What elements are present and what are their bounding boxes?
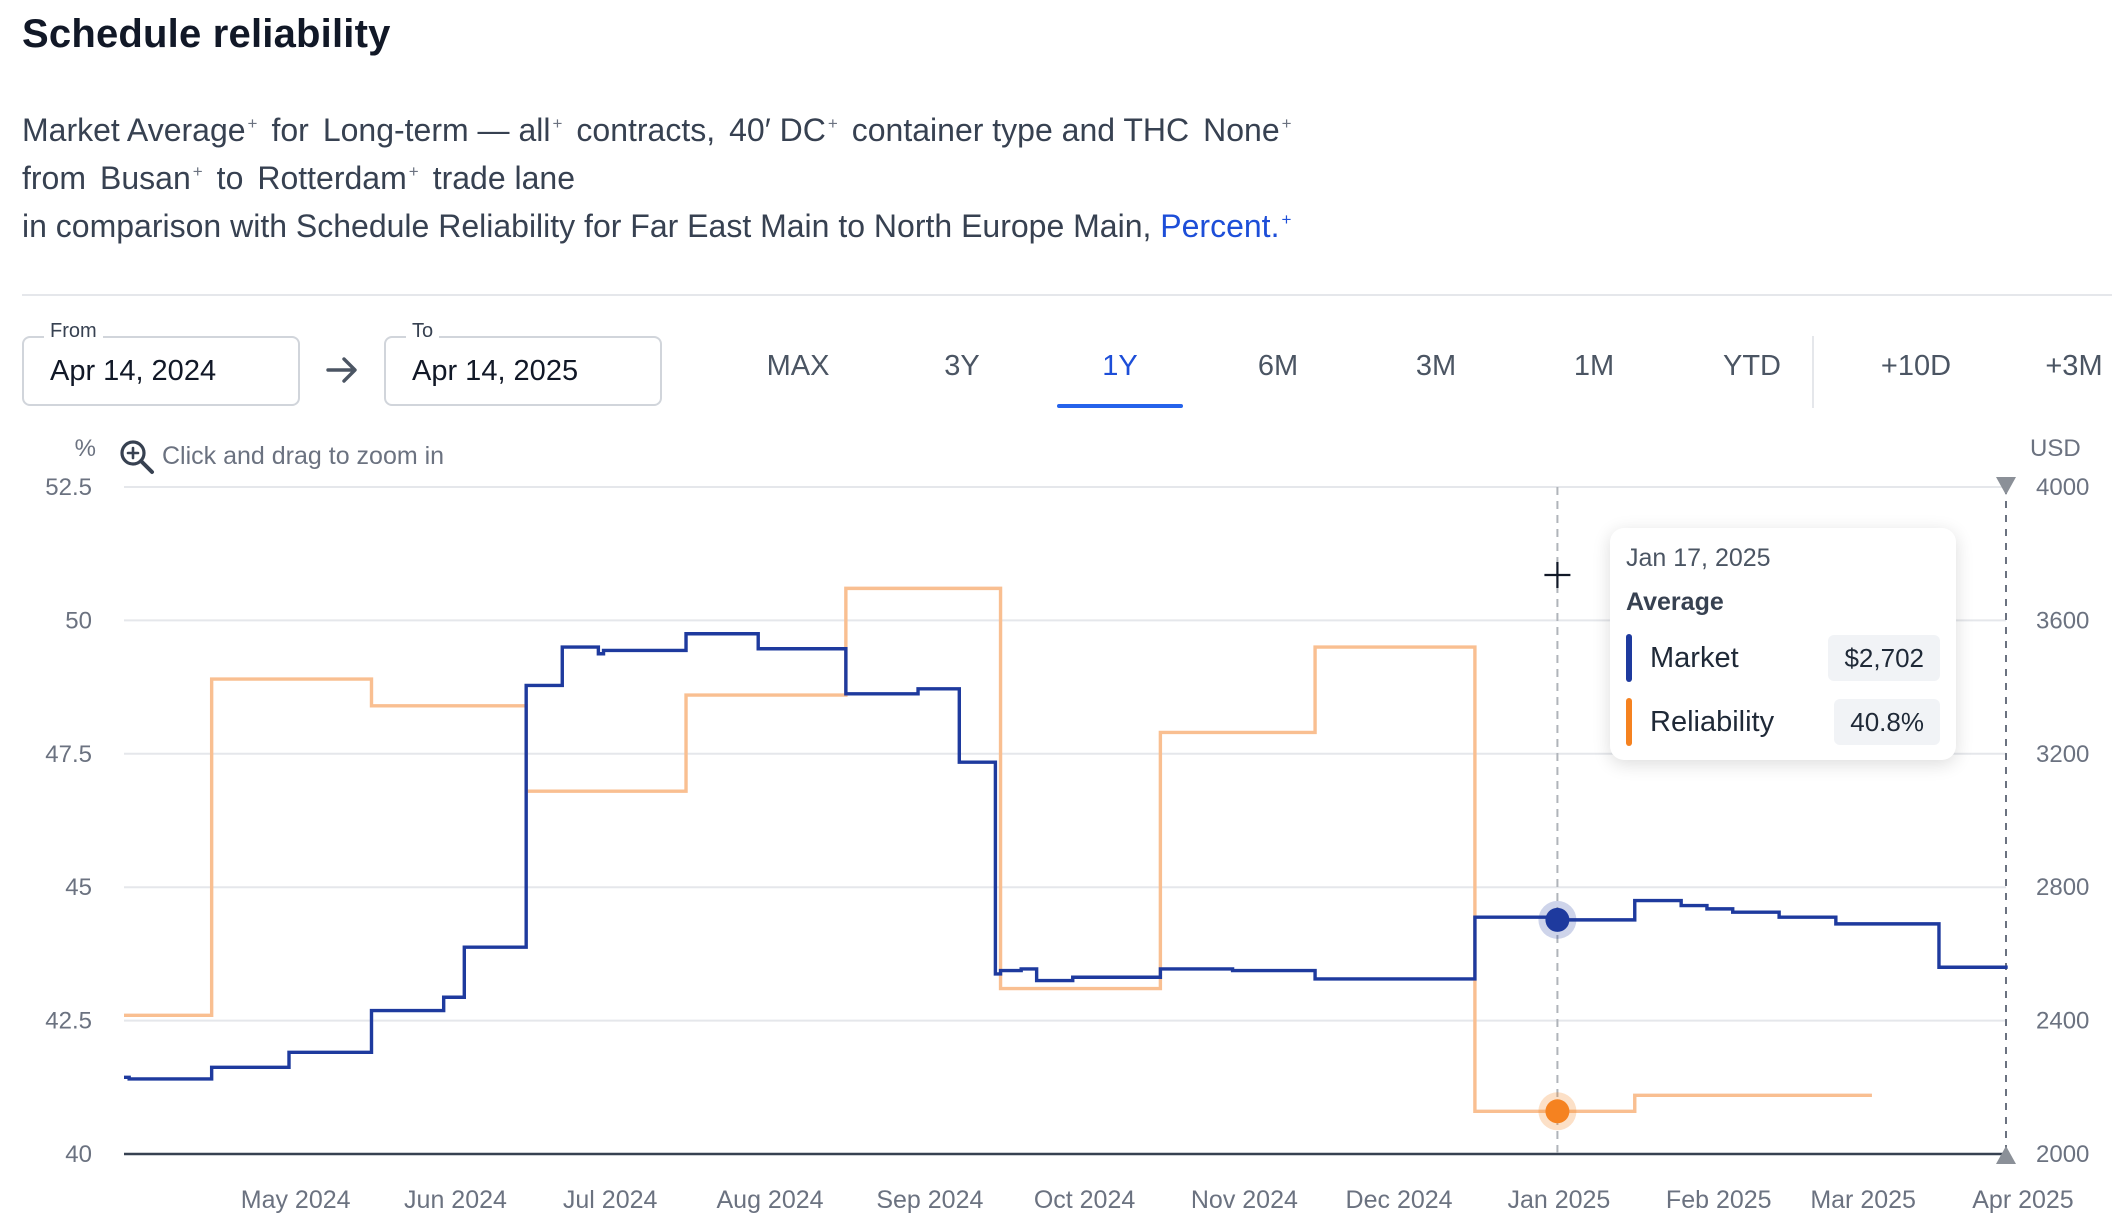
description-segment: container type and THC xyxy=(851,112,1190,148)
from-date-field[interactable]: From Apr 14, 2024 xyxy=(22,320,300,406)
description-segment[interactable]: Busan + xyxy=(100,160,203,196)
x-tick-label: Feb 2025 xyxy=(1666,1186,1772,1214)
y-right-unit-label: USD xyxy=(2030,435,2081,462)
x-tick-label: Jan 2025 xyxy=(1507,1186,1610,1214)
y-left-tick-label: 42.5 xyxy=(45,1008,92,1035)
range-separator xyxy=(1812,336,1814,408)
description-segment: contracts, xyxy=(576,112,716,148)
description-segment: trade lane xyxy=(432,160,576,196)
from-date-label: From xyxy=(44,320,103,343)
description-segment[interactable]: 40′ DC + xyxy=(729,112,838,148)
x-tick-label: Dec 2024 xyxy=(1346,1186,1453,1214)
market-color-swatch xyxy=(1626,634,1632,682)
zoom-in-icon xyxy=(120,440,154,474)
description-segment[interactable]: None + xyxy=(1203,112,1292,148)
unit-selector-link[interactable]: Percent. + xyxy=(1160,208,1292,244)
x-tick-label: Jun 2024 xyxy=(404,1186,507,1214)
range-button-1y[interactable]: 1Y xyxy=(1102,350,1138,382)
zoom-hint: Click and drag to zoom in xyxy=(162,442,445,470)
description-segment[interactable]: Rotterdam + xyxy=(257,160,419,196)
tooltip-row-market: Market $2,702 xyxy=(1626,634,1940,682)
range-button-3y[interactable]: 3Y xyxy=(944,350,980,382)
x-tick-label: Apr 2025 xyxy=(1972,1186,2073,1214)
y-right-tick-label: 2400 xyxy=(2036,1008,2089,1035)
x-tick-label: Sep 2024 xyxy=(876,1186,983,1214)
range-button-6m[interactable]: 6M xyxy=(1257,350,1299,382)
x-tick-label: May 2024 xyxy=(241,1186,351,1214)
tooltip-series-value: 40.8% xyxy=(1834,699,1940,745)
description-segment: for xyxy=(271,112,309,148)
active-range-underline xyxy=(1057,404,1183,408)
y-right-tick-label: 2800 xyxy=(2036,874,2089,901)
market-hover-point xyxy=(1545,907,1570,932)
description-segment[interactable]: Long-term — all + xyxy=(322,112,563,148)
to-date-label: To xyxy=(406,320,440,343)
y-right-tick-label: 3200 xyxy=(2036,741,2089,768)
reliability-color-swatch xyxy=(1626,698,1632,746)
y-right-tick-label: 4000 xyxy=(2036,474,2089,501)
x-tick-label: Oct 2024 xyxy=(1034,1186,1136,1214)
range-button-3m[interactable]: 3M xyxy=(1415,350,1457,382)
hover-tooltip: Jan 17, 2025 Average Market $2,702 Relia… xyxy=(1610,528,1956,760)
market-series-line xyxy=(124,632,2008,1081)
tooltip-heading: Average xyxy=(1626,588,1724,616)
reliability-series-line xyxy=(124,586,1872,1114)
triangle-marker-icon xyxy=(1996,477,2016,495)
from-date-value[interactable]: Apr 14, 2024 xyxy=(50,355,217,387)
reliability-hover-point xyxy=(1545,1099,1570,1124)
y-right-tick-label: 3600 xyxy=(2036,607,2089,634)
y-left-tick-label: 50 xyxy=(65,607,92,634)
x-tick-label: Nov 2024 xyxy=(1191,1186,1298,1214)
range-button-ytd[interactable]: YTD xyxy=(1723,350,1781,382)
range-button-plus-10d[interactable]: +10D xyxy=(1880,350,1952,382)
description-segment: to xyxy=(216,160,244,196)
description-segment[interactable]: Market Average + xyxy=(22,112,258,148)
description-line-1: Market Average + for Long-term — all + contra… xyxy=(22,112,1306,149)
crosshair-icon xyxy=(1544,562,1571,588)
y-left-tick-label: 52.5 xyxy=(45,474,92,501)
tooltip-row-reliability: Reliability 40.8% xyxy=(1626,698,1940,746)
arrow-right-icon xyxy=(326,357,357,383)
to-date-field[interactable]: To Apr 14, 2025 xyxy=(384,320,662,406)
description-segment: from xyxy=(22,160,86,196)
y-left-tick-label: 40 xyxy=(65,1141,92,1168)
range-button-max[interactable]: MAX xyxy=(766,350,830,382)
tooltip-series-value: $2,702 xyxy=(1828,635,1940,681)
tooltip-series-name: Market xyxy=(1650,642,1739,674)
x-tick-label: Mar 2025 xyxy=(1810,1186,1916,1214)
range-button-plus-3m[interactable]: +3M xyxy=(2045,350,2103,382)
range-button-1m[interactable]: 1M xyxy=(1573,350,1615,382)
y-right-tick-label: 2000 xyxy=(2036,1141,2089,1168)
x-tick-label: Jul 2024 xyxy=(563,1186,658,1214)
x-tick-label: Aug 2024 xyxy=(716,1186,823,1214)
chart[interactable]: 52.5 50 47.5 45 42.5 40% 4000 3600 3200 2800 2400 2… xyxy=(0,420,2124,1222)
triangle-marker-icon xyxy=(1996,1146,2016,1164)
tooltip-date: Jan 17, 2025 xyxy=(1626,544,1771,572)
y-left-unit-label: % xyxy=(75,435,96,462)
page-title: Schedule reliability xyxy=(22,12,391,56)
tooltip-series-name: Reliability xyxy=(1650,706,1775,738)
to-date-value[interactable]: Apr 14, 2025 xyxy=(412,355,579,387)
y-left-tick-label: 45 xyxy=(65,874,92,901)
description-comparison-text: in comparison with Schedule Reliability … xyxy=(22,208,1152,244)
description-line-3: in comparison with Schedule Reliability … xyxy=(22,208,1291,245)
y-left-tick-label: 47.5 xyxy=(45,741,92,768)
divider xyxy=(22,294,2112,296)
description-line-2: from Busan + to Rotterdam + trade lane xyxy=(22,160,589,197)
